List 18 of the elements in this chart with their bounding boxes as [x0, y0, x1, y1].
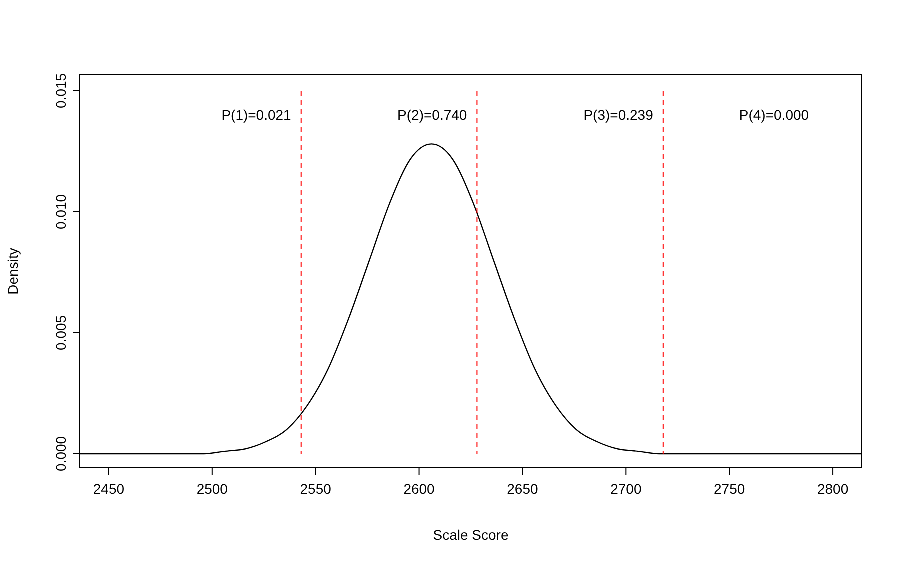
annotation: P(1)=0.021 — [222, 106, 292, 123]
annotation: P(4)=0.000 — [739, 106, 810, 123]
x-tick-label: 2800 — [817, 481, 849, 497]
annotation: P(2)=0.740 — [398, 106, 468, 123]
x-tick-label: 2600 — [404, 481, 436, 497]
x-tick-label: 2700 — [610, 481, 642, 497]
x-tick-label: 2750 — [714, 481, 746, 497]
x-tick-label: 2650 — [507, 481, 538, 497]
y-tick-label: 0.000 — [53, 436, 69, 472]
x-tick-label: 2450 — [93, 481, 125, 497]
x-tick-label: 2500 — [196, 481, 228, 497]
y-tick-label: 0.010 — [53, 194, 69, 230]
x-axis-title: Scale Score — [433, 527, 509, 543]
annotation: P(3)=0.239 — [584, 106, 654, 123]
x-tick-label: 2550 — [300, 481, 332, 497]
y-tick-label: 0.005 — [53, 315, 69, 350]
y-tick-label: 0.015 — [53, 73, 69, 108]
y-axis-title: Density — [5, 248, 21, 295]
